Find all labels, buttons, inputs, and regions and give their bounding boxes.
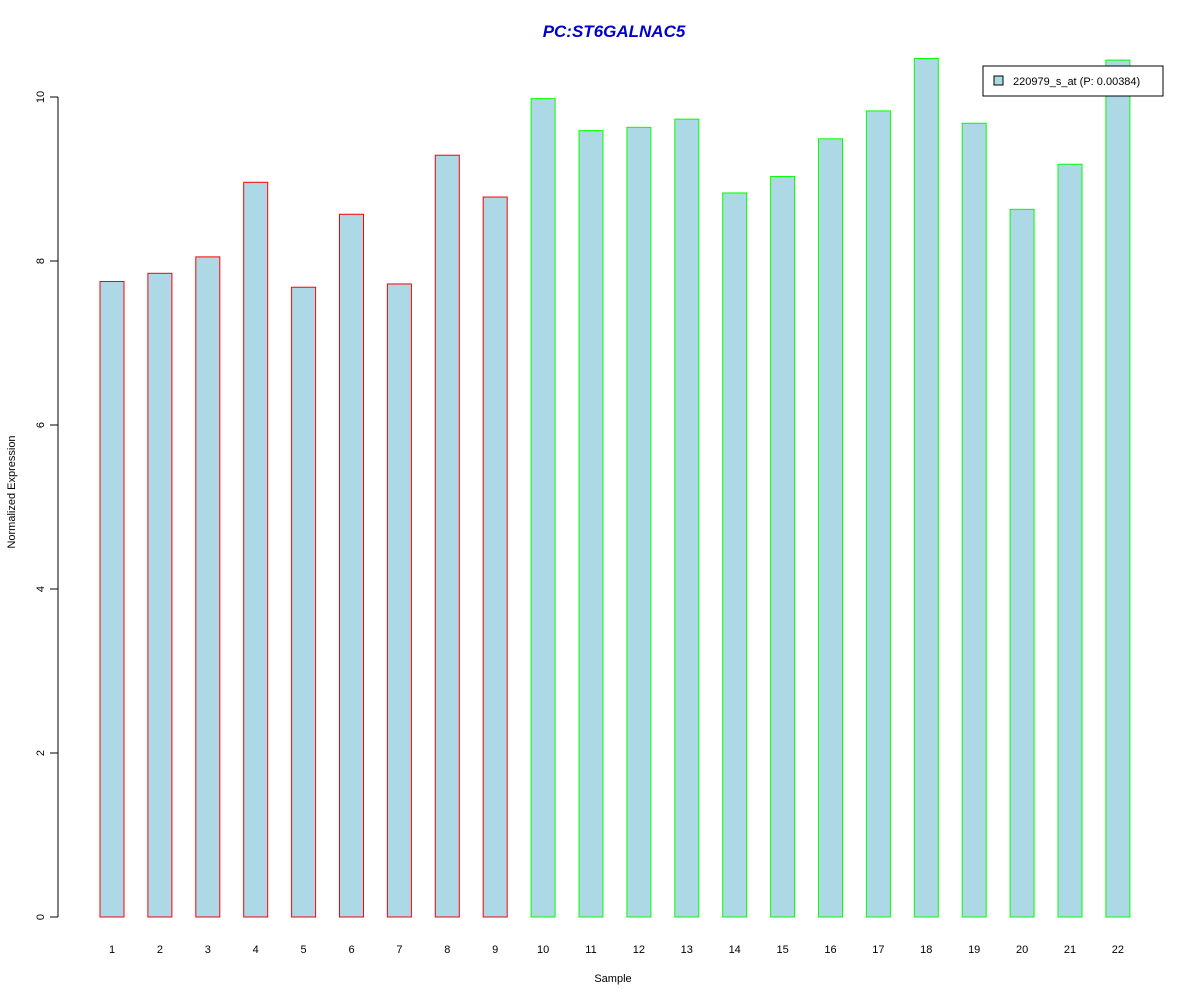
bar-sample-19 bbox=[961, 122, 987, 918]
bar-sample-12 bbox=[626, 126, 652, 918]
y-tick-label: 10 bbox=[35, 91, 47, 103]
y-tick-label: 6 bbox=[35, 422, 47, 428]
y-tick-label: 2 bbox=[35, 750, 47, 756]
x-tick-label: 13 bbox=[681, 944, 693, 956]
x-tick-label: 5 bbox=[301, 944, 307, 956]
x-tick-label: 19 bbox=[968, 944, 980, 956]
x-tick-label: 4 bbox=[253, 944, 259, 956]
x-tick-label: 11 bbox=[585, 944, 596, 956]
y-ticks: 0 2 4 6 8 10 bbox=[35, 91, 58, 920]
y-tick-label: 8 bbox=[35, 258, 47, 264]
bar-sample-20 bbox=[1009, 208, 1035, 918]
x-ticks: 1 2 3 4 5 6 7 8 9 10 11 12 13 14 15 16 17 18 19 20 21 22 bbox=[109, 944, 1124, 956]
x-tick-label: 17 bbox=[872, 944, 884, 956]
bar-sample-16 bbox=[818, 138, 843, 918]
x-tick-label: 15 bbox=[776, 944, 788, 956]
y-tick-label: 0 bbox=[35, 914, 47, 920]
bar-sample-17 bbox=[865, 110, 891, 918]
x-tick-label: 7 bbox=[396, 944, 402, 956]
x-tick-label: 20 bbox=[1016, 944, 1028, 956]
bar-sample-8 bbox=[434, 154, 460, 918]
bars bbox=[99, 57, 1131, 918]
bar-sample-3 bbox=[195, 256, 221, 918]
bar-sample-18 bbox=[913, 57, 939, 918]
x-tick-label: 2 bbox=[157, 944, 163, 956]
x-tick-label: 22 bbox=[1112, 944, 1124, 956]
bar-sample-6 bbox=[339, 213, 364, 918]
legend-label: 220979_s_at (P: 0.00384) bbox=[1013, 76, 1140, 88]
bar-sample-10 bbox=[530, 98, 556, 918]
bar-sample-7 bbox=[386, 283, 412, 918]
bar-sample-13 bbox=[674, 118, 700, 918]
chart-title: PC:ST6GALNAC5 bbox=[543, 22, 686, 41]
legend-swatch bbox=[993, 75, 1004, 86]
bar-sample-5 bbox=[291, 286, 317, 918]
x-tick-label: 3 bbox=[205, 944, 211, 956]
bar-sample-21 bbox=[1057, 163, 1083, 918]
y-axis-label: Normalized Expression bbox=[6, 435, 18, 548]
x-axis-label: Sample bbox=[594, 973, 631, 985]
x-tick-label: 1 bbox=[109, 944, 115, 956]
legend-box bbox=[982, 65, 1164, 97]
legend: 220979_s_at (P: 0.00384) bbox=[982, 65, 1164, 97]
x-tick-label: 6 bbox=[348, 944, 354, 956]
x-tick-label: 9 bbox=[492, 944, 498, 956]
bar-sample-14 bbox=[722, 192, 748, 918]
x-tick-label: 8 bbox=[444, 944, 450, 956]
bar-sample-1 bbox=[99, 281, 125, 918]
y-tick-label: 4 bbox=[35, 586, 47, 592]
bar-sample-9 bbox=[482, 196, 508, 918]
x-tick-label: 12 bbox=[633, 944, 645, 956]
x-tick-label: 21 bbox=[1064, 944, 1076, 956]
bar-sample-15 bbox=[770, 176, 796, 918]
bar-sample-2 bbox=[147, 272, 173, 918]
x-tick-label: 16 bbox=[824, 944, 836, 956]
x-tick-label: 18 bbox=[920, 944, 932, 956]
bar-sample-11 bbox=[578, 130, 604, 918]
x-tick-label: 14 bbox=[729, 944, 741, 956]
bar-sample-22 bbox=[1105, 59, 1131, 918]
x-tick-label: 10 bbox=[537, 944, 549, 956]
bar-sample-4 bbox=[243, 181, 269, 918]
